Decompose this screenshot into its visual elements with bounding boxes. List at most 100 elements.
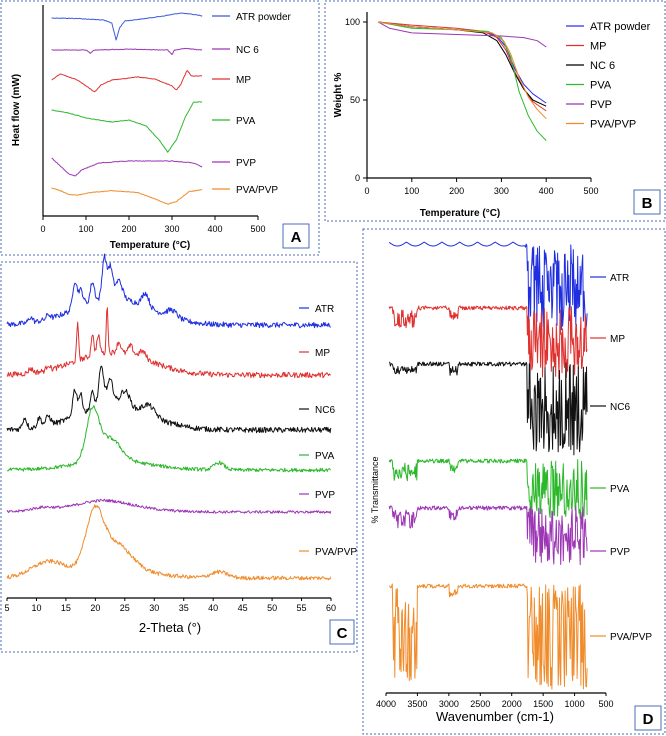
panel-a-series-mp (51, 70, 203, 93)
panel-c-x-tick-label: 35 (179, 603, 189, 613)
panel-c-badge (329, 619, 355, 645)
panel-c-frame (0, 261, 358, 653)
panel-d-legend-mp: MP (610, 334, 625, 345)
panel-c-series-atr (6, 253, 331, 329)
panel-c-x-tick-label: 30 (149, 603, 159, 613)
panel-d-x-tick-label: 4000 (376, 699, 396, 709)
panel-d-legend-pva: PVA (610, 484, 630, 495)
panel-b-y-tick-label: 0 (355, 173, 360, 183)
panel-a-y-axis-label: Heat flow (mW) (11, 74, 22, 146)
panel-c: 5 10 15 20 25 30 35 40 45 50 55 60 2-Theta (°) ATR M… (4, 253, 357, 645)
panel-a-badge (282, 223, 310, 249)
panel-c-x-tick-label: 40 (208, 603, 218, 613)
panel-c-label: C (337, 625, 348, 642)
panel-a-series-atr-powder (51, 12, 203, 41)
panel-a-frame (0, 0, 320, 256)
panel-a-x-tick-label: 100 (78, 224, 93, 234)
panel-b-x-axis-label: Temperature (°C) (420, 208, 501, 219)
panel-d-series-pvp (388, 505, 588, 566)
panel-d-x-tick-label: 3500 (407, 699, 427, 709)
panel-b-x-tick-label: 300 (494, 186, 509, 196)
panel-b-series-pva (378, 21, 547, 141)
panel-c-legend-pva: PVA (315, 451, 335, 462)
panel-c-x-tick-label: 50 (267, 603, 277, 613)
panel-a-legend-pva: PVA (236, 116, 256, 127)
panel-a-legend-atr-powder: ATR powder (236, 12, 292, 23)
panel-d-label: D (643, 711, 654, 728)
panel-d-x-tick-label: 1000 (565, 699, 585, 709)
panel-d-legend-nc6: NC6 (610, 402, 630, 413)
panel-c-legend-mp: MP (315, 348, 330, 359)
panel-a-series-pvp (51, 157, 203, 177)
panel-a-x-axis-label: Temperature (°C) (110, 240, 191, 251)
panel-d-series-atr (388, 241, 588, 331)
panel-c-x-tick-label: 5 (4, 603, 9, 613)
panel-c-x-tick-label: 60 (326, 603, 336, 613)
panel-b: 0 100 200 300 400 500 0 50 100 Temperature (°C)… (333, 12, 661, 219)
panel-a-label: A (291, 229, 302, 246)
panel-c-series-mp (6, 307, 331, 379)
panel-b-series-mp (378, 21, 547, 112)
panel-a-legend-nc-6: NC 6 (236, 45, 259, 56)
panel-b-legend-pva: PVA (590, 80, 612, 92)
panel-d-legend-pva-pvp: PVA/PVP (610, 632, 652, 643)
panel-d-x-tick-label: 2500 (470, 699, 490, 709)
panel-c-series-nc6 (6, 365, 332, 434)
panel-a-legend-mp: MP (236, 75, 251, 86)
panel-c-legend-pva-pvp: PVA/PVP (315, 547, 357, 558)
panel-d-legend-atr: ATR (610, 273, 629, 284)
panel-a-series-pva-pvp (51, 187, 203, 205)
panel-c-x-axis-label: 2-Theta (°) (139, 620, 201, 635)
panel-d-series-mp (388, 305, 588, 379)
panel-a-x-tick-label: 300 (164, 224, 179, 234)
panel-c-legend-atr: ATR (315, 304, 334, 315)
panel-a-legend-pva-pvp: PVA/PVP (236, 185, 278, 196)
panel-b-x-tick-label: 400 (539, 186, 554, 196)
panel-a-x-tick-label: 0 (40, 224, 45, 234)
panel-b-x-tick-label: 500 (583, 186, 598, 196)
panel-b-series-atr-powder (378, 21, 547, 104)
panel-b-x-tick-label: 0 (364, 186, 369, 196)
panel-d-frame (362, 228, 666, 735)
panel-b-legend-pva-pvp: PVA/PVP (590, 119, 636, 131)
panel-b-legend-atr-powder: ATR powder (590, 21, 651, 33)
panel-b-frame (324, 0, 666, 222)
panel-c-x-tick-label: 15 (61, 603, 71, 613)
panel-c-x-tick-label: 20 (90, 603, 100, 613)
panel-b-series-pvp (377, 21, 547, 48)
panel-b-y-tick-label: 50 (350, 95, 360, 105)
panel-b-legend-pvp: PVP (590, 99, 612, 111)
panel-b-x-tick-label: 200 (449, 186, 464, 196)
panel-d-badge (634, 705, 662, 731)
panel-d-x-axis-label: Wavenumber (cm-1) (436, 709, 554, 724)
panel-d-series-nc6 (389, 361, 588, 456)
panel-a-x-tick-label: 200 (121, 224, 136, 234)
panel-d-series-pva-pvp (388, 583, 588, 690)
panel-d-x-tick-label: 3000 (439, 699, 459, 709)
panel-b-y-axis-label: Weight % (333, 72, 344, 117)
panel-c-x-tick-label: 45 (238, 603, 248, 613)
panel-a-legend-pvp: PVP (236, 158, 256, 169)
panel-b-legend-nc-6: NC 6 (590, 60, 615, 72)
panel-a: 0 100 200 300 400 500 Temperature (°C) Heat f… (11, 5, 310, 251)
panel-b-series-pva-pvp (378, 21, 547, 120)
panel-a-series-pva (51, 101, 203, 153)
panel-c-series-pva-pvp (6, 504, 332, 581)
panel-d-x-tick-label: 500 (598, 699, 613, 709)
panel-b-y-tick-label: 100 (345, 17, 360, 27)
panel-b-label: B (642, 195, 653, 212)
panel-a-x-tick-label: 400 (207, 224, 222, 234)
panel-d-legend-pvp: PVP (610, 547, 630, 558)
panel-c-series-pva (7, 405, 332, 473)
panel-b-x-tick-label: 100 (404, 186, 419, 196)
panel-d-x-tick-label: 2000 (502, 699, 522, 709)
panel-d-x-tick-label: 1500 (533, 699, 553, 709)
panel-c-legend-nc6: NC6 (315, 405, 335, 416)
panel-d-series-pva (388, 458, 588, 520)
panel-a-series-nc-6 (51, 47, 203, 56)
panel-c-x-tick-label: 55 (297, 603, 307, 613)
panel-c-legend-pvp: PVP (315, 490, 335, 501)
panel-d-y-axis-label: % Transmittance (370, 456, 380, 523)
panel-a-x-tick-label: 500 (250, 224, 265, 234)
